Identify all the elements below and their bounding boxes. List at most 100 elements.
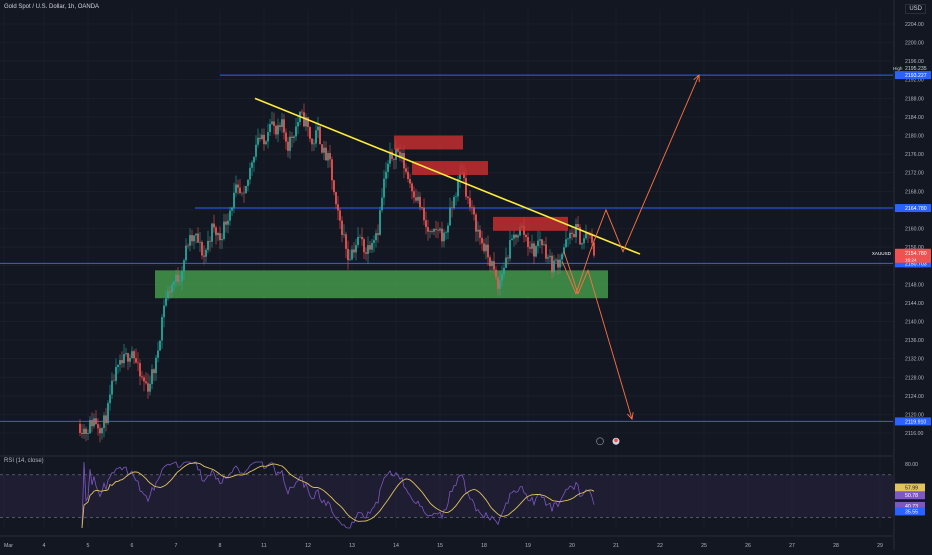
candle-body [455, 196, 457, 198]
time-tick-label: 29 [877, 543, 883, 549]
candle-body [135, 358, 137, 363]
currency-badge[interactable]: USD [905, 4, 926, 14]
candle-body [353, 249, 355, 253]
candle-body [569, 232, 571, 239]
candle-body [589, 234, 591, 236]
candle-body [473, 207, 475, 215]
candle-body [237, 184, 239, 188]
candle-body [113, 380, 115, 382]
candle-body [129, 357, 131, 362]
candle-body [397, 148, 399, 152]
candle-body [429, 230, 431, 232]
candle-body [479, 229, 481, 238]
time-tick-label: 5 [87, 543, 90, 549]
candle-body [411, 183, 413, 192]
candle-body [449, 207, 451, 226]
rsi-value-label: 50.78 [905, 493, 918, 499]
candle-body [287, 141, 289, 151]
candle-body [277, 125, 279, 135]
level-price-label: 2164.780 [905, 206, 927, 212]
candle-body [95, 418, 97, 425]
candle-body [371, 242, 373, 250]
candle-body [293, 136, 295, 138]
candle-body [171, 284, 173, 293]
candle-body [175, 274, 177, 282]
candle-body [225, 221, 227, 225]
price-tick-label: 2192.00 [905, 78, 924, 84]
candle-body [475, 214, 477, 232]
candle-body [519, 227, 521, 236]
candle-body [453, 197, 455, 209]
candle-body [513, 234, 515, 239]
candle-body [251, 162, 253, 168]
candle-body [499, 280, 501, 289]
bearish-projection-path [563, 251, 633, 420]
candle-body [197, 233, 199, 243]
candle-body [459, 173, 461, 180]
candle-body [115, 367, 117, 381]
candle-body [103, 415, 105, 429]
candle-body [525, 234, 527, 238]
candle-body [109, 394, 111, 404]
candle-body [123, 354, 125, 364]
candle-body [399, 151, 401, 158]
candle-body [351, 249, 353, 260]
rsi-value-label: 35.55 [905, 509, 918, 515]
candle-body [593, 242, 595, 256]
candle-body [487, 244, 489, 258]
candle-body [313, 143, 315, 145]
candle-body [341, 220, 343, 235]
candle-body [211, 223, 213, 242]
time-tick-label: 22 [657, 543, 663, 549]
candle-body [263, 134, 265, 145]
candle-body [229, 210, 231, 221]
candle-body [315, 130, 317, 144]
price-tick-label: 2172.00 [905, 171, 924, 177]
candle-body [331, 159, 333, 181]
candle-body [437, 229, 439, 231]
candle-body [585, 232, 587, 239]
candle-body [325, 147, 327, 161]
candle-body [319, 126, 321, 145]
candle-body [223, 221, 225, 240]
candle-body [363, 239, 365, 253]
candle-body [491, 261, 493, 267]
candle-body [477, 229, 479, 232]
candle-body [395, 148, 397, 160]
candle-body [407, 171, 409, 179]
candle-body [385, 171, 387, 179]
price-tick-label: 2128.00 [905, 375, 924, 381]
candle-body [83, 428, 85, 435]
event-marker-icon [596, 437, 604, 446]
time-tick-label: 19 [525, 543, 531, 549]
candle-body [389, 151, 391, 164]
high-label: High [893, 66, 903, 71]
candle-body [89, 420, 91, 434]
time-tick-label: 4 [43, 543, 46, 549]
candle-body [321, 144, 323, 153]
candle-body [271, 121, 273, 125]
bearish-projection-path-arrowhead [626, 412, 634, 421]
level-price-label: 2150.703 [905, 261, 927, 267]
candle-body [451, 207, 453, 209]
price-tick-label: 2176.00 [905, 152, 924, 158]
candle-body [575, 224, 577, 238]
candle-body [201, 241, 203, 256]
candle-body [345, 234, 347, 249]
candle-body [199, 241, 201, 243]
candle-body [257, 137, 259, 145]
price-tick-label: 2160.00 [905, 227, 924, 233]
candle-body [361, 236, 363, 240]
candle-body [193, 235, 195, 242]
candle-body [125, 353, 127, 355]
candle-body [289, 136, 291, 151]
us-flag-icon-stripe [614, 438, 618, 443]
candle-body [533, 243, 535, 257]
candle-body [291, 136, 293, 138]
candle-body [567, 238, 569, 240]
candle-body [219, 233, 221, 241]
candle-body [111, 380, 113, 395]
time-tick-label: 13 [349, 543, 355, 549]
